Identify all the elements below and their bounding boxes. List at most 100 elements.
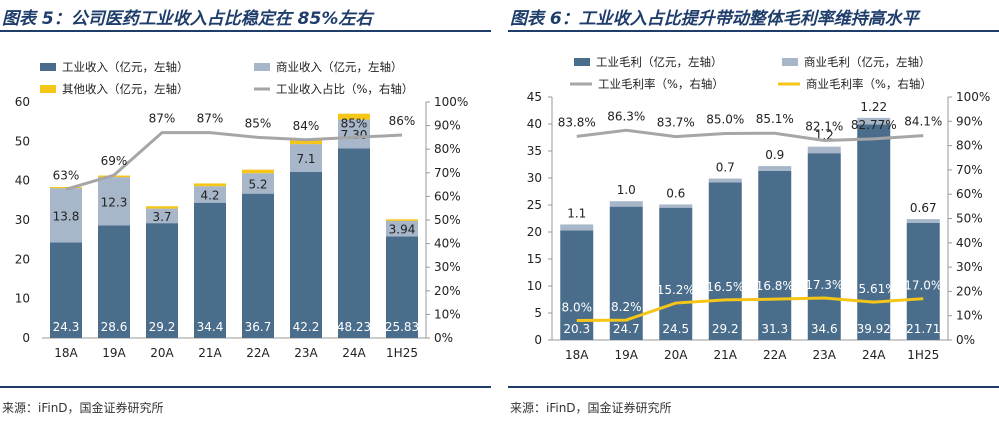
left-axis-tick-label: 60: [15, 95, 30, 109]
bar-commercial-profit: [609, 201, 643, 207]
bar-commercial-revenue: [338, 119, 370, 149]
x-axis-tick-label: 1H25: [907, 348, 939, 362]
bar-industrial-revenue: [338, 148, 370, 338]
legend-swatch-industrial-profit: [574, 58, 590, 66]
left-axis-tick-label: 50: [15, 134, 30, 148]
bar-industrial-revenue: [146, 223, 178, 338]
legend-label-industrial-profit: 工业毛利（亿元，左轴）: [596, 55, 723, 69]
bar-other-revenue: [242, 169, 274, 174]
bar-commercial-profit: [807, 146, 841, 154]
bar-industrial-revenue: [50, 242, 82, 338]
bar-commercial-revenue: [386, 220, 418, 237]
left-axis-tick-label: 0: [22, 331, 30, 345]
bar-other-revenue: [194, 183, 226, 187]
data-label-industrial-share: 86%: [389, 114, 416, 128]
line-industrial-margin: [576, 128, 924, 143]
x-axis-tick-label: 20A: [150, 346, 174, 360]
legend-swatch-commercial-revenue: [254, 63, 270, 71]
x-axis-tick-label: 24A: [342, 346, 366, 360]
right-axis-tick-label: 60%: [434, 189, 461, 203]
bar-industrial-revenue: [98, 225, 130, 338]
data-label-industrial-share: 87%: [149, 112, 176, 126]
data-label-commercial-margin: 15.2%: [657, 283, 695, 297]
data-label-industrial-share: 63%: [53, 168, 80, 182]
bar-industrial-revenue: [242, 193, 274, 338]
bar-other-revenue: [146, 206, 178, 209]
right-axis-tick-label: 20%: [956, 284, 983, 298]
right-source: 来源：iFinD，国金证券研究所: [510, 401, 672, 415]
right-axis-tick-label: 10%: [956, 309, 983, 323]
right-axis-tick-label: 60%: [956, 187, 983, 201]
data-label-industrial-profit: 21.71: [906, 322, 940, 336]
data-label-commercial-revenue: 3.94: [389, 223, 416, 237]
x-axis-tick-label: 22A: [246, 346, 270, 360]
left-axis-tick-label: 5: [534, 306, 542, 320]
x-axis-tick-label: 24A: [862, 348, 886, 362]
right-axis-tick-label: 70%: [956, 163, 983, 177]
data-label-industrial-margin: 85.1%: [756, 112, 794, 126]
x-axis-tick-label: 21A: [714, 348, 738, 362]
left-axis-tick-label: 20: [15, 252, 30, 266]
left-chart-panel: 图表 5：公司医药工业收入占比稳定在 85%左右 工业收入（亿元，左轴） 商业收入…: [0, 0, 491, 424]
legend-label-commercial-profit: 商业毛利（亿元，左轴）: [804, 55, 931, 69]
right-axis-tick-label: 30%: [956, 260, 983, 274]
data-label-commercial-revenue: 13.8: [53, 209, 80, 223]
data-label-commercial-margin: 15.61%: [851, 282, 897, 296]
x-axis-tick-label: 18A: [565, 348, 589, 362]
bar-other-revenue: [386, 219, 418, 221]
left-axis-tick-label: 30: [15, 213, 30, 227]
data-label-commercial-margin: 16.5%: [706, 280, 744, 294]
bar-industrial-profit: [807, 153, 841, 340]
right-axis-tick-label: 90%: [434, 119, 461, 133]
left-chart-title: 图表 5：公司医药工业收入占比稳定在 85%左右: [2, 9, 373, 29]
line-industrial-share: [65, 131, 403, 191]
bar-commercial-revenue: [98, 177, 130, 226]
data-label-commercial-margin: 17.0%: [904, 279, 942, 293]
bar-industrial-profit: [906, 222, 940, 340]
data-label-industrial-margin: 85.0%: [706, 112, 744, 126]
data-label-industrial-profit: 24.5: [662, 322, 689, 336]
bar-other-revenue: [290, 140, 322, 145]
data-label-industrial-revenue: 24.3: [53, 320, 80, 334]
bar-industrial-revenue: [386, 236, 418, 338]
right-axis-tick-label: 0%: [434, 331, 453, 345]
right-chart: 工业毛利（亿元，左轴） 商业毛利（亿元，左轴） 工业毛利率（%，右轴） 商业毛利率（%…: [527, 55, 991, 362]
data-label-industrial-revenue: 36.7: [245, 320, 272, 334]
left-axis-tick-label: 35: [527, 144, 542, 158]
data-label-commercial-margin: 8.2%: [611, 300, 642, 314]
data-label-industrial-share: 84%: [293, 119, 320, 133]
data-label-industrial-margin: 82.1%: [805, 119, 843, 133]
left-source-bar: 来源：iFinD，国金证券研究所: [0, 386, 491, 426]
data-label-commercial-profit: 0.67: [910, 201, 937, 215]
x-axis-tick-label: 1H25: [386, 346, 418, 360]
right-axis-tick-label: 20%: [434, 284, 461, 298]
bar-industrial-profit: [857, 124, 891, 340]
bar-industrial-profit: [708, 182, 742, 340]
data-label-commercial-profit: 0.7: [716, 161, 735, 175]
right-axis-tick-label: 100%: [956, 90, 990, 104]
data-label-commercial-revenue: 7.1: [296, 152, 315, 166]
data-label-industrial-revenue: 42.2: [293, 320, 320, 334]
right-axis-tick-label: 40%: [956, 236, 983, 250]
data-label-industrial-revenue: 25.83: [385, 320, 419, 334]
right-axis-tick-label: 0%: [956, 333, 975, 347]
data-label-commercial-margin: 16.8%: [756, 279, 794, 293]
left-title-bar: 图表 5：公司医药工业收入占比稳定在 85%左右: [0, 0, 491, 32]
bar-commercial-profit: [659, 204, 693, 208]
bar-commercial-revenue: [290, 144, 322, 173]
right-chart-title: 图表 6：工业收入占比提升带动整体毛利率维持高水平: [510, 9, 919, 29]
right-chart-panel: 图表 6：工业收入占比提升带动整体毛利率维持高水平 工业毛利（亿元，左轴） 商业毛…: [508, 0, 999, 424]
bar-commercial-profit: [708, 178, 742, 183]
bar-commercial-revenue: [146, 208, 178, 224]
bar-commercial-profit: [857, 117, 891, 125]
right-axis-tick-label: 80%: [956, 139, 983, 153]
legend-label-industrial-share: 工业收入占比（%，右轴）: [276, 82, 413, 96]
bar-commercial-profit: [758, 166, 792, 171]
legend-swatch-commercial-profit: [782, 58, 798, 66]
legend-swatch-other-revenue: [40, 85, 56, 93]
left-axis-tick-label: 40: [15, 174, 30, 188]
data-label-industrial-margin: 83.7%: [657, 116, 695, 130]
right-source-bar: 来源：iFinD，国金证券研究所: [508, 386, 999, 426]
data-label-industrial-margin: 86.3%: [607, 109, 645, 123]
right-axis-tick-label: 80%: [434, 142, 461, 156]
